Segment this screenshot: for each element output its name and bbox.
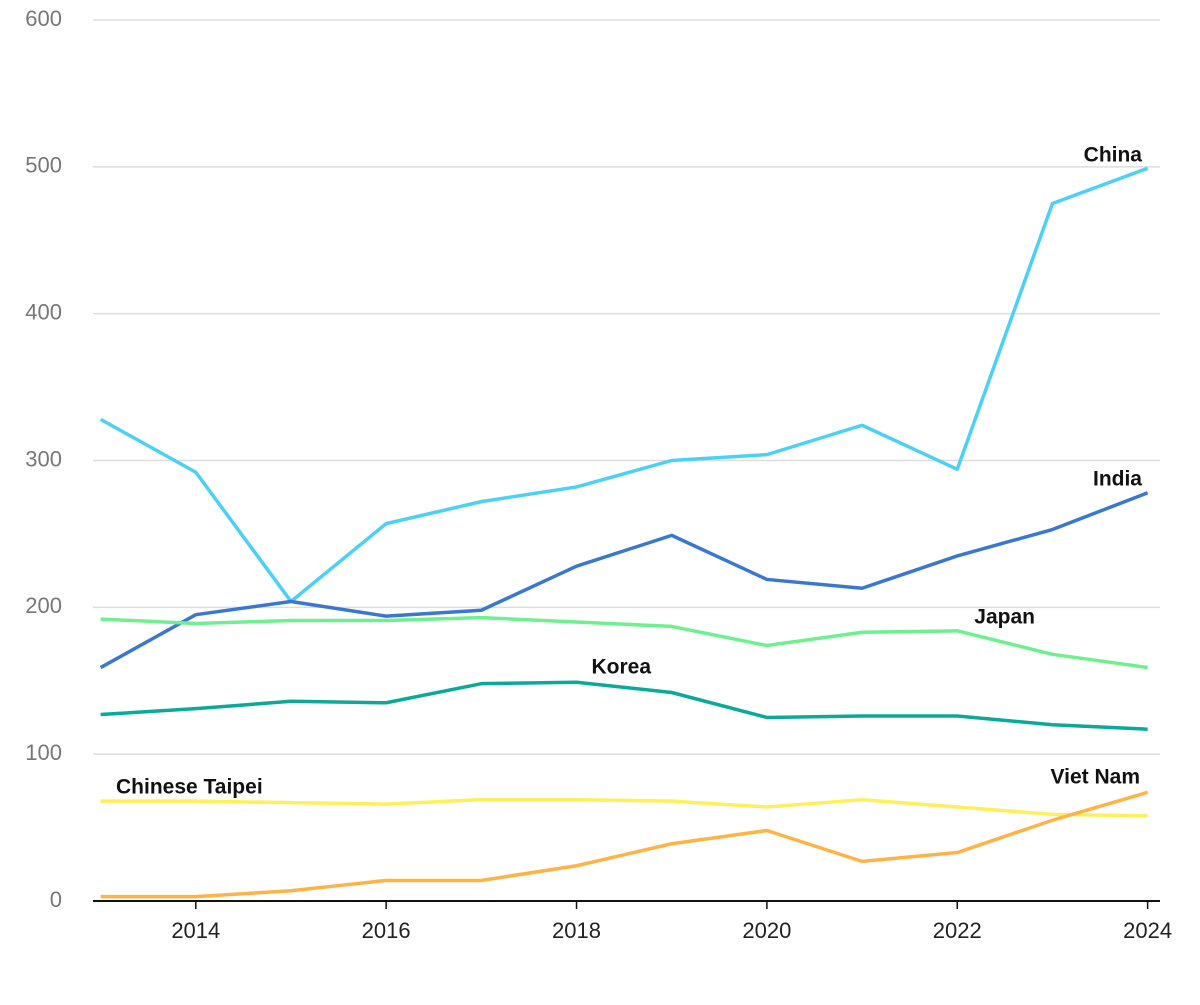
series-line [100, 680, 1148, 731]
series-label: China [1084, 144, 1143, 167]
x-tick-label: 2016 [362, 918, 411, 943]
y-tick-label: 600 [25, 6, 62, 31]
series-label: Japan [974, 606, 1035, 629]
x-tick-label: 2020 [742, 918, 791, 943]
x-tick-label: 2024 [1123, 918, 1172, 943]
y-tick-label: 100 [25, 740, 62, 765]
y-tick-label: 400 [25, 299, 62, 324]
series-line [100, 615, 1148, 670]
series-line [100, 797, 1148, 818]
series-label: Chinese Taipei [116, 776, 263, 799]
series-line [99, 166, 1149, 604]
x-tick-label: 2018 [552, 918, 601, 943]
y-tick-label: 0 [50, 887, 62, 912]
y-tick-label: 200 [25, 593, 62, 618]
x-tick-label: 2022 [933, 918, 982, 943]
series-label: Korea [591, 656, 651, 679]
y-tick-label: 300 [25, 446, 62, 471]
series-label: Viet Nam [1051, 766, 1141, 789]
series-line [99, 491, 1149, 670]
series-label: India [1093, 468, 1142, 491]
x-tick-label: 2014 [171, 918, 220, 943]
series-line [100, 790, 1149, 899]
y-tick-label: 500 [25, 153, 62, 178]
